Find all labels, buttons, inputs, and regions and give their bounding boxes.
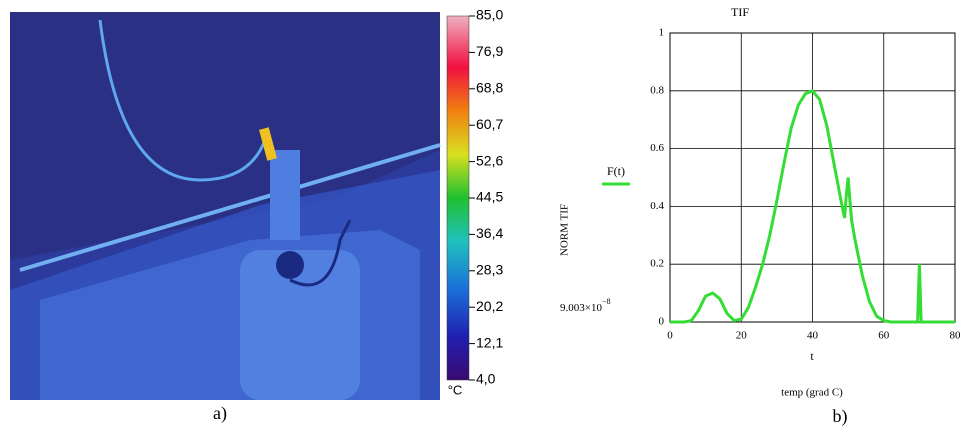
y-tick-label: 0.2 [650,258,664,270]
caption: a) [213,403,227,424]
caption: b) [833,406,848,427]
x-axis-label: temp (grad C) [781,387,843,399]
colorbar-tick-label: 76,9 [476,43,503,59]
y-tick-label: 0.6 [650,142,664,154]
colorbar-tick-label: 85,0 [476,7,503,23]
colorbar-tick-label: 68,8 [476,80,503,96]
thermal-image [10,12,441,400]
y-axis-label: NORM TIF [559,204,571,256]
chart-title: TIF [731,5,749,19]
x-tick-label: 80 [950,330,962,342]
legend-label: F(t) [607,164,625,178]
x-axis-label: t [810,349,814,363]
colorbar-tick-label: 60,7 [476,116,503,132]
colorbar-tick-label: 12,1 [476,334,503,350]
colorbar [446,15,470,381]
colorbar-tick-label: 36,4 [476,225,503,241]
y-tick-label: 1 [659,27,665,39]
x-tick-label: 0 [667,330,673,342]
x-tick-label: 40 [807,330,819,342]
annotation: 9.003×10−8 [560,297,610,314]
line [670,88,955,324]
y-tick-label: 0.4 [650,200,664,212]
y-tick-label: 0.8 [650,84,664,96]
plot-frame [669,32,956,323]
colorbar-tick-label: 28,3 [476,262,503,278]
x-tick-label: 20 [736,330,748,342]
colorbar-tick-label: 20,2 [476,298,503,314]
colorbar-tick-label: 4,0 [476,371,496,387]
colorbar-tick-label: 52,6 [476,152,503,168]
annotation-exponent: −8 [602,297,611,306]
colorbar-tick-label: 44,5 [476,189,503,205]
colorbar-unit: °C [448,382,463,397]
annotation-base: 9.003×10 [560,302,602,314]
x-tick-label: 60 [878,330,890,342]
y-tick-label: 0 [659,316,665,328]
